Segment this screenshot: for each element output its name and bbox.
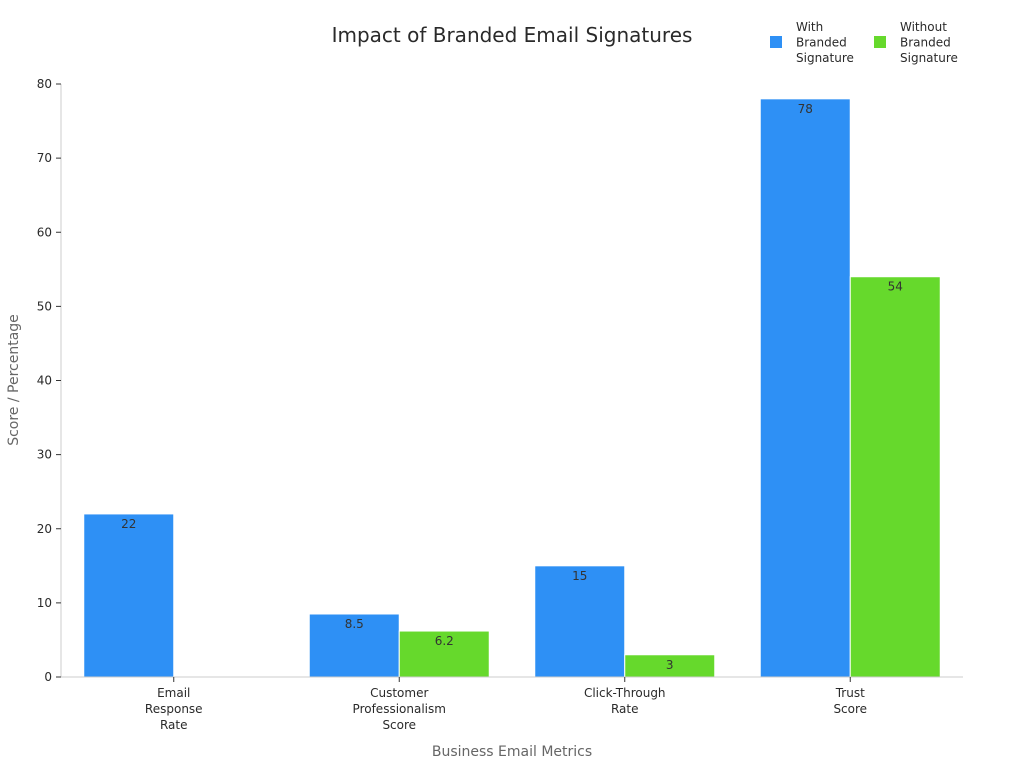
- y-tick-label: 20: [37, 522, 52, 536]
- plot-area: 22 8.5 6.2 15 3 78 54: [83, 98, 941, 678]
- x-tick-label-line: Score: [833, 702, 867, 716]
- bar-value-label: 3: [666, 658, 674, 672]
- bar: [534, 565, 626, 678]
- bar-value-label: 22: [121, 517, 136, 531]
- chart-title: Impact of Branded Email Signatures: [332, 23, 693, 47]
- bar-value-label: 6.2: [435, 634, 454, 648]
- y-tick-label: 40: [37, 374, 52, 388]
- bar-value-label: 15: [572, 569, 587, 583]
- x-tick-label-line: Response: [145, 702, 203, 716]
- legend-label-line: Signature: [900, 51, 958, 65]
- y-tick-label: 60: [37, 225, 52, 239]
- legend-label-line: Signature: [796, 51, 854, 65]
- bar: [398, 630, 490, 678]
- x-tick-label: Email Response Rate: [145, 686, 203, 732]
- x-tick-label-line: Customer: [370, 686, 428, 700]
- y-tick-label: 50: [37, 299, 52, 313]
- x-tick-label: Trust Score: [833, 686, 867, 716]
- legend-label: Without Branded Signature: [900, 20, 958, 65]
- legend-label-line: Without: [900, 20, 947, 34]
- legend-swatch: [770, 36, 782, 48]
- x-tick-label-line: Score: [382, 718, 416, 732]
- x-tick-label-line: Rate: [611, 702, 639, 716]
- legend-label: With Branded Signature: [796, 20, 854, 65]
- y-tick-label: 80: [37, 77, 52, 91]
- bar: [759, 98, 851, 678]
- x-tick-label-line: Professionalism: [353, 702, 446, 716]
- x-tick-label-line: Click-Through: [584, 686, 666, 700]
- bar-value-label: 54: [888, 280, 903, 294]
- y-tick-label: 70: [37, 151, 52, 165]
- x-tick-label-line: Email: [157, 686, 190, 700]
- axes: 0 10 20 30 40 50 60 70 80 Email Response Rate Custom…: [37, 77, 963, 732]
- legend-label-line: Branded: [900, 36, 951, 50]
- x-tick-label: Click-Through Rate: [584, 686, 666, 716]
- x-tick-label-line: Rate: [160, 718, 188, 732]
- y-axis-title: Score / Percentage: [6, 314, 22, 446]
- bar: [83, 513, 175, 678]
- x-tick-label: Customer Professionalism Score: [353, 686, 446, 732]
- y-tick-label: 10: [37, 596, 52, 610]
- bar-value-label: 8.5: [345, 617, 364, 631]
- legend-label-line: Branded: [796, 36, 847, 50]
- bar-value-label: 78: [798, 102, 813, 116]
- bar: [849, 276, 941, 678]
- y-tick-label: 0: [44, 670, 52, 684]
- x-axis-title: Business Email Metrics: [432, 744, 592, 760]
- legend-swatch: [874, 36, 886, 48]
- y-tick-label: 30: [37, 448, 52, 462]
- x-tick-label-line: Trust: [835, 686, 865, 700]
- bar: [308, 613, 400, 678]
- legend-label-line: With: [796, 20, 823, 34]
